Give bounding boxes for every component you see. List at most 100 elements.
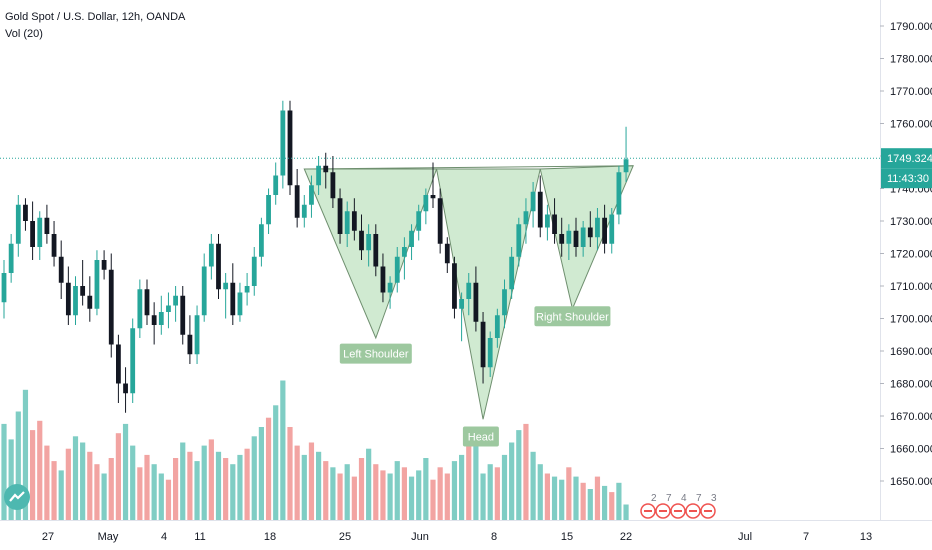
volume-bar bbox=[294, 445, 300, 520]
candle-body bbox=[387, 282, 393, 293]
volume-bar bbox=[22, 389, 29, 520]
volume-bar bbox=[387, 473, 393, 520]
volume-bar bbox=[566, 467, 572, 520]
volume-bar bbox=[437, 467, 443, 520]
candle-body bbox=[502, 289, 507, 316]
candle-body bbox=[509, 256, 515, 290]
volume-bar bbox=[416, 470, 422, 520]
volume-bar bbox=[251, 436, 257, 520]
time-tick-label: May bbox=[98, 531, 119, 543]
volume-bar bbox=[587, 489, 593, 520]
price-tick-label: 1710.000 bbox=[890, 281, 932, 293]
candle-body bbox=[94, 260, 100, 309]
candle-body bbox=[294, 185, 300, 218]
volume-bar bbox=[316, 451, 322, 520]
price-tick-label: 1650.000 bbox=[890, 476, 932, 488]
current-price-value: 1749.324 bbox=[887, 153, 932, 165]
tradingview-logo-icon[interactable] bbox=[4, 484, 30, 510]
candle-body bbox=[58, 256, 64, 283]
candle-body bbox=[473, 282, 479, 322]
time-axis: 27 May 4 11 18 25 Jun 8 15 22 Jul 7 13 bbox=[0, 520, 932, 543]
candle-body bbox=[223, 282, 229, 290]
candle-body bbox=[373, 234, 379, 267]
candle-body bbox=[151, 315, 157, 325]
candle-body bbox=[108, 269, 114, 345]
volume-bar bbox=[551, 476, 558, 520]
price-tick-label: 1780.000 bbox=[890, 54, 932, 66]
left-shoulder-shape bbox=[303, 168, 438, 340]
event-marker-count: 2 bbox=[651, 493, 657, 504]
volume-bar bbox=[394, 461, 400, 520]
candle-body bbox=[602, 217, 607, 244]
volume-layer bbox=[1, 380, 629, 520]
time-tick-label: 7 bbox=[803, 531, 809, 543]
volume-bar bbox=[94, 464, 100, 520]
price-tick-label: 1690.000 bbox=[890, 346, 932, 358]
volume-bar bbox=[237, 454, 243, 520]
candle-body bbox=[616, 172, 622, 215]
chart-title: Gold Spot / U.S. Dollar, 12h, OANDA bbox=[5, 11, 186, 23]
candle-body bbox=[480, 321, 486, 368]
price-tick-label: 1680.000 bbox=[890, 379, 932, 391]
volume-bar bbox=[187, 451, 193, 520]
volume-bar bbox=[330, 467, 336, 520]
candle-body bbox=[1, 273, 7, 303]
volume-bar bbox=[401, 467, 407, 520]
candle-body bbox=[80, 286, 86, 296]
volume-bar bbox=[258, 427, 264, 520]
candle-body bbox=[552, 214, 557, 234]
candle-body bbox=[44, 217, 50, 234]
volume-bar bbox=[287, 427, 293, 520]
candle-body bbox=[452, 263, 457, 309]
candle-body bbox=[123, 383, 128, 394]
candle-body bbox=[15, 204, 21, 244]
current-price-badge bbox=[881, 148, 932, 169]
candle-body bbox=[37, 217, 43, 247]
volume-bar bbox=[373, 464, 379, 520]
candle-body bbox=[530, 191, 536, 212]
pattern-label-box bbox=[534, 306, 611, 327]
volume-bar bbox=[573, 476, 579, 520]
time-tick-label: 27 bbox=[42, 531, 54, 543]
volume-bar bbox=[51, 461, 57, 520]
volume-bar bbox=[158, 473, 164, 520]
candle-body bbox=[237, 292, 243, 316]
volume-bar bbox=[530, 451, 536, 520]
candle-body bbox=[595, 217, 600, 238]
candle-body bbox=[537, 191, 543, 228]
candle-body bbox=[323, 165, 329, 173]
volume-bar bbox=[308, 442, 315, 520]
volume-bar bbox=[501, 454, 508, 520]
candle-body bbox=[330, 172, 336, 199]
candle-body bbox=[309, 185, 314, 205]
volume-bar bbox=[509, 442, 515, 520]
countdown-badge bbox=[881, 168, 932, 189]
price-tick-label: 1730.000 bbox=[890, 216, 932, 228]
candle-body bbox=[580, 227, 586, 247]
volume-bar bbox=[351, 476, 357, 520]
time-tick-label: Jul bbox=[738, 531, 752, 543]
candle-body bbox=[266, 195, 271, 225]
volume-bar bbox=[194, 461, 200, 520]
candle-body bbox=[230, 282, 236, 316]
volume-bar bbox=[1, 423, 7, 520]
volume-bar bbox=[37, 420, 43, 520]
pattern-label-box bbox=[339, 343, 412, 364]
candle-body bbox=[487, 338, 493, 368]
candle-body bbox=[173, 295, 178, 306]
candle-body bbox=[523, 211, 529, 225]
volume-bar bbox=[380, 470, 386, 520]
volume-bar bbox=[423, 458, 429, 520]
volume-bar bbox=[130, 445, 136, 520]
volume-bar bbox=[44, 445, 50, 520]
price-tick-label: 1670.000 bbox=[890, 411, 932, 423]
candle-body bbox=[180, 295, 186, 335]
pattern-label: Head bbox=[468, 432, 494, 444]
volume-bar bbox=[459, 454, 465, 520]
time-tick-label: 11 bbox=[194, 531, 205, 543]
volume-bar bbox=[208, 439, 214, 520]
volume-bar bbox=[80, 442, 86, 520]
event-marker-count: 7 bbox=[666, 493, 672, 504]
candle-body bbox=[158, 312, 164, 325]
